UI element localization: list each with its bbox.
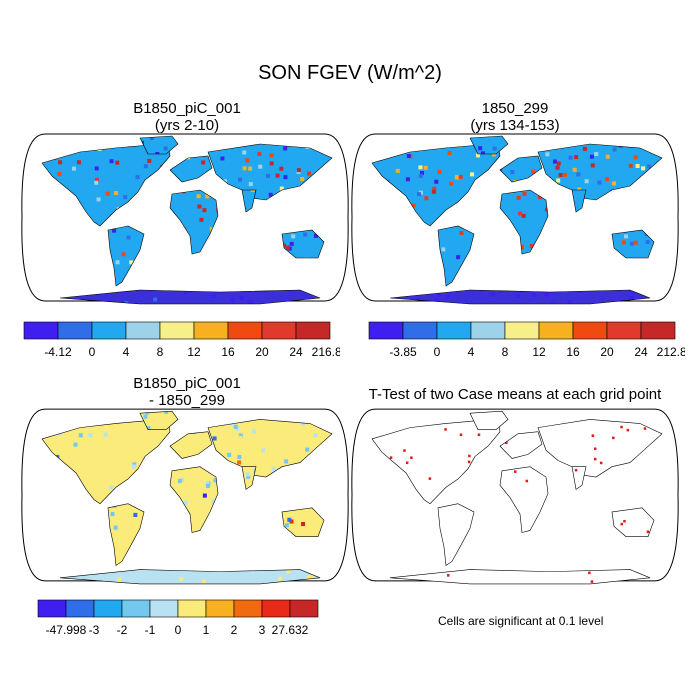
map-case2 <box>351 133 679 305</box>
map-case1 <box>21 133 349 305</box>
colorbar-swatch <box>261 321 297 340</box>
continent-india <box>242 190 256 212</box>
panel-title-diff-line2: - 1850_299 <box>149 392 225 409</box>
continent-greenland <box>470 411 508 430</box>
colorbar-swatch <box>227 321 263 340</box>
panel-title-case1: B1850_piC_001 (yrs 2-10) <box>22 100 352 134</box>
colorbar-swatch <box>37 599 67 618</box>
colorbar-swatch <box>205 599 235 618</box>
panel-title-diff-line1: B1850_piC_001 <box>133 375 241 392</box>
colorbar-tick-label: 27.632 <box>272 623 309 637</box>
panel-title-diff: B1850_piC_001 - 1850_299 <box>22 375 352 409</box>
colorbar-tick-label: 2 <box>231 623 238 637</box>
colorbar-swatch <box>149 599 179 618</box>
colorbar-tick-label: 0 <box>434 345 441 359</box>
colorbar-swatch <box>125 321 161 340</box>
colorbar-tick-label: -3 <box>89 623 100 637</box>
colorbar-tick-label: 4 <box>468 345 475 359</box>
continent-india <box>572 466 586 490</box>
colorbar-swatch <box>193 321 229 340</box>
colorbar-tick-label: 20 <box>255 345 269 359</box>
colorbar-swatch <box>470 321 506 340</box>
colorbar-tick-label: 0 <box>175 623 182 637</box>
colorbar-swatch <box>289 599 319 618</box>
colorbar-swatch <box>606 321 642 340</box>
colorbar-tick-label: 8 <box>157 345 164 359</box>
panel-title-ttest-line1: T-Test of two Case means at each grid po… <box>368 386 662 403</box>
significance-footnote: Cells are significant at 0.1 level <box>438 614 604 628</box>
continent-australia <box>612 230 654 258</box>
colorbar-tick-label: 3 <box>259 623 266 637</box>
continent-south-america <box>438 503 474 566</box>
colorbar-tick-label: 1 <box>203 623 210 637</box>
colorbar-tick-label: 24 <box>289 345 303 359</box>
continent-greenland <box>470 136 508 154</box>
colorbar-tick-label: 0 <box>89 345 96 359</box>
colorbar-swatch <box>261 599 291 618</box>
colorbar-tick-label: -1 <box>145 623 156 637</box>
colorbar-tick-label: 8 <box>502 345 509 359</box>
map-ttest <box>351 408 679 585</box>
panel-title-case2: 1850_299 (yrs 134-153) <box>350 100 680 134</box>
continent-india <box>572 190 586 212</box>
colorbar-tick-label: -3.85 <box>389 345 417 359</box>
colorbar-tick-label: 4 <box>123 345 130 359</box>
colorbar-tick-label: -2 <box>117 623 128 637</box>
colorbar-swatch <box>233 599 263 618</box>
panel-title-ttest: T-Test of two Case means at each grid po… <box>345 386 685 403</box>
colorbar-swatch <box>368 321 404 340</box>
colorbar-tick-label: -47.998 <box>46 623 87 637</box>
colorbar-tick-label: 16 <box>566 345 580 359</box>
colorbar-swatch <box>640 321 676 340</box>
colorbar-swatch <box>91 321 127 340</box>
map-diff <box>21 408 349 585</box>
colorbar-swatch <box>538 321 574 340</box>
colorbar-tick-label: 216.84 <box>312 345 340 359</box>
colorbar-tick-label: 20 <box>600 345 614 359</box>
colorbar-swatch <box>436 321 472 340</box>
figure-title: SON FGEV (W/m^2) <box>258 62 442 84</box>
colorbar-tick-label: 212.83 <box>657 345 685 359</box>
colorbar-swatch <box>93 599 123 618</box>
colorbar-tick-label: 16 <box>221 345 235 359</box>
colorbar-swatch <box>295 321 331 340</box>
colorbar-tick-label: -4.12 <box>44 345 72 359</box>
panel-title-case1-line2: (yrs 2-10) <box>154 117 220 134</box>
panel-title-case2-line1: 1850_299 <box>481 100 549 117</box>
panel-title-case1-line1: B1850_piC_001 <box>133 100 241 117</box>
colorbar-swatch <box>572 321 608 340</box>
colorbar-swatch <box>65 599 95 618</box>
colorbar-tick-label: 12 <box>532 345 546 359</box>
colorbar-swatch <box>121 599 151 618</box>
colorbar-case2: -3.85 0 4 8 12 16 20 24 212.83 <box>368 321 685 359</box>
colorbar-swatch <box>402 321 438 340</box>
panel-title-case2-line2: (yrs 134-153) <box>470 117 560 134</box>
colorbar-swatch <box>23 321 59 340</box>
colorbar-swatch <box>159 321 195 340</box>
continent-australia <box>282 507 324 537</box>
colorbar-case1: -4.12 0 4 8 12 16 20 24 216.84 <box>23 321 340 359</box>
colorbar-tick-label: 24 <box>634 345 648 359</box>
colorbar-swatch <box>177 599 207 618</box>
colorbar-tick-label: 12 <box>187 345 201 359</box>
colorbar-swatch <box>57 321 93 340</box>
colorbar-swatch <box>504 321 540 340</box>
colorbar-diff: -47.998 -3 -2 -1 0 1 2 3 27.632 <box>37 599 319 637</box>
